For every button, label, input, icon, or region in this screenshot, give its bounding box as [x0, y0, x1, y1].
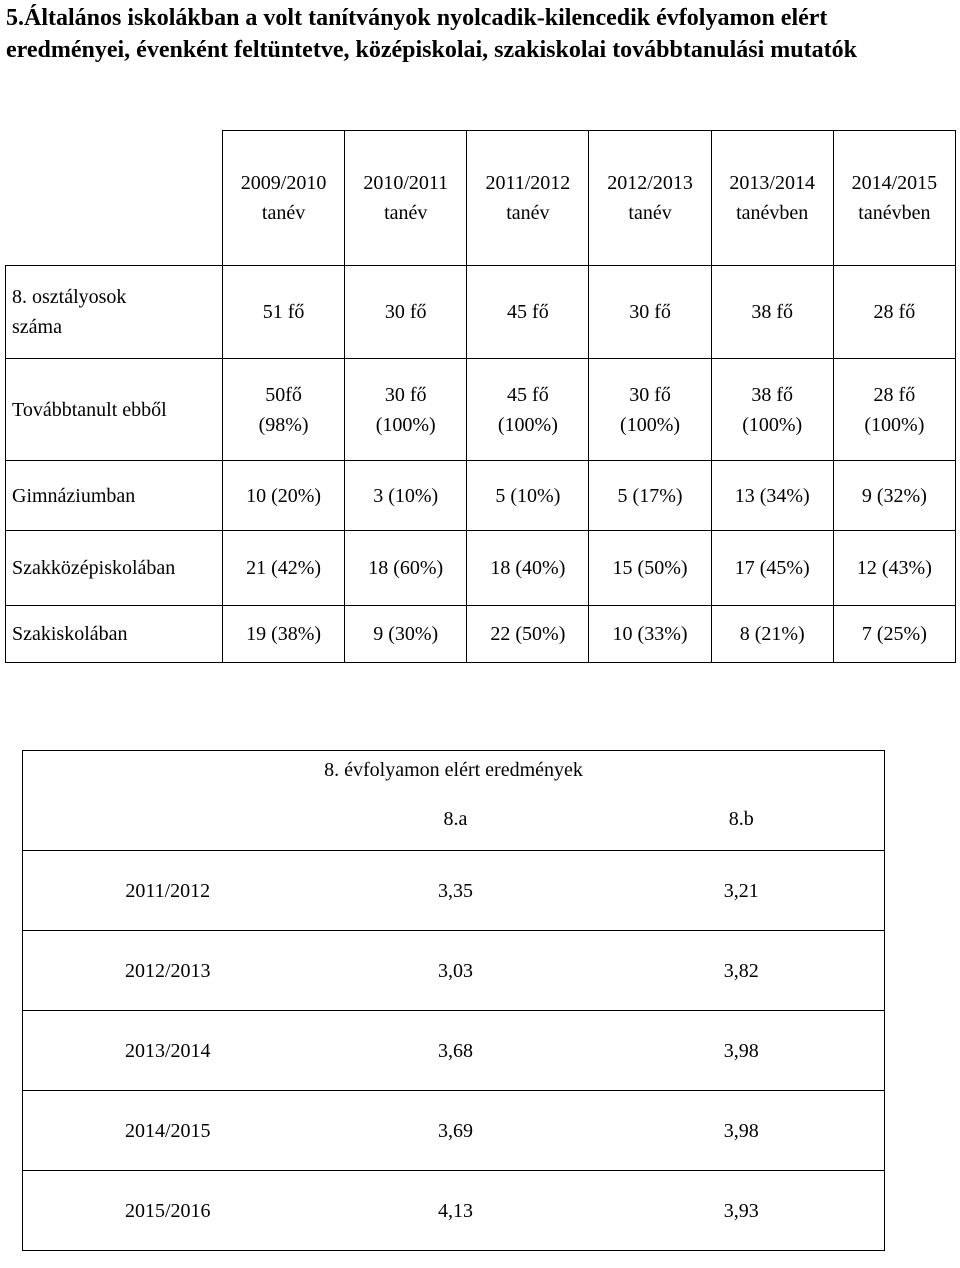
- year-label: 2015/2016: [22, 1170, 313, 1251]
- cell: 17 (45%): [710, 530, 834, 606]
- table-row: 2015/2016 4,13 3,93: [22, 1170, 885, 1251]
- cell: 30 fő: [344, 265, 468, 359]
- row-label: Szakközépiskolában: [5, 530, 223, 606]
- cell: 19 (38%): [221, 605, 346, 663]
- cell: 5 (17%): [588, 460, 712, 531]
- class-header: 8.a: [443, 808, 468, 831]
- cell: 28 fő: [832, 265, 957, 359]
- year-header: 2009/2010 tanév: [221, 130, 346, 266]
- year-label: 2014/2015: [22, 1090, 313, 1171]
- cell: 7 (25%): [832, 605, 957, 663]
- cell: 51 fő: [221, 265, 346, 359]
- row-label: Továbbtanult ebből: [5, 358, 223, 461]
- row-label: Szakiskolában: [5, 605, 223, 663]
- grade-cell: 3,68: [312, 1010, 599, 1091]
- grade-cell: 3,69: [312, 1090, 599, 1171]
- cell: 45 fő: [466, 265, 590, 359]
- table-row: 2013/2014 3,68 3,98: [22, 1010, 885, 1091]
- grade-cell: 3,03: [312, 930, 599, 1011]
- row-label: Gimnáziumban: [5, 460, 223, 531]
- year-label: 2011/2012: [22, 850, 313, 931]
- table-row: 2012/2013 3,03 3,82: [22, 930, 885, 1011]
- cell: 22 (50%): [466, 605, 590, 663]
- cell: 21 (42%): [221, 530, 346, 606]
- table-row: Szakiskolában 19 (38%) 9 (30%) 22 (50%) 10 (…: [5, 605, 957, 663]
- class-header: 8.b: [728, 808, 754, 831]
- cell: 30 fő (100%): [588, 358, 712, 461]
- cell: 5 (10%): [466, 460, 590, 531]
- results-table: 8. évfolyamon elért eredmények 8.a 8.b 2011…: [22, 750, 885, 1251]
- results-title: 8. évfolyamon elért eredmények: [324, 758, 583, 781]
- progress-table: 2009/2010 tanév 2010/2011 tanév 2011/2012 …: [5, 130, 957, 663]
- header-row: 8.a 8.b: [23, 789, 885, 851]
- table-row: 2014/2015 3,69 3,98: [22, 1090, 885, 1171]
- cell: 45 fő (100%): [466, 358, 590, 461]
- year-label: 2012/2013: [22, 930, 313, 1011]
- grade-cell: 3,82: [598, 930, 885, 1011]
- table-row: Továbbtanult ebből 50fő (98%) 30 fő (100%)…: [5, 358, 957, 461]
- header-row: 2009/2010 tanév 2010/2011 tanév 2011/2012 …: [5, 130, 957, 266]
- cell: 38 fő: [710, 265, 834, 359]
- grade-cell: 3,35: [312, 850, 599, 931]
- cell: 9 (32%): [832, 460, 957, 531]
- cell: 10 (33%): [588, 605, 712, 663]
- cell: 38 fő (100%): [710, 358, 834, 461]
- cell: 30 fő: [588, 265, 712, 359]
- corner-cell: [5, 130, 223, 266]
- grade-cell: 3,21: [598, 850, 885, 931]
- cell: 3 (10%): [344, 460, 468, 531]
- year-header: 2014/2015 tanévben: [832, 130, 957, 266]
- cell: 18 (60%): [344, 530, 468, 606]
- year-header: 2012/2013 tanév: [588, 130, 712, 266]
- cell: 18 (40%): [466, 530, 590, 606]
- cell: 50fő (98%): [221, 358, 346, 461]
- year-header: 2013/2014 tanévben: [710, 130, 834, 266]
- table-row: 8. osztályosok száma 51 fő 30 fő 45 fő 30 fő…: [5, 265, 957, 359]
- year-label: 2013/2014: [22, 1010, 313, 1091]
- cell: 15 (50%): [588, 530, 712, 606]
- table-row: 2011/2012 3,35 3,21: [22, 850, 885, 931]
- grade-cell: 3,93: [598, 1170, 885, 1251]
- year-header: 2011/2012 tanév: [466, 130, 590, 266]
- grade-cell: 3,98: [598, 1090, 885, 1171]
- cell: 30 fő (100%): [344, 358, 468, 461]
- row-label: 8. osztályosok száma: [5, 265, 223, 359]
- table-row: Szakközépiskolában 21 (42%) 18 (60%) 18 (40…: [5, 530, 957, 606]
- title-row: 8. évfolyamon elért eredmények: [23, 751, 885, 789]
- empty-cell: [23, 789, 313, 851]
- grade-cell: 4,13: [312, 1170, 599, 1251]
- year-header: 2010/2011 tanév: [344, 130, 468, 266]
- cell: 10 (20%): [221, 460, 346, 531]
- table-row: Gimnáziumban 10 (20%) 3 (10%) 5 (10%) 5 (17%…: [5, 460, 957, 531]
- cell: 13 (34%): [710, 460, 834, 531]
- cell: 8 (21%): [710, 605, 834, 663]
- grade-cell: 3,98: [598, 1010, 885, 1091]
- cell: 28 fő (100%): [832, 358, 957, 461]
- cell: 9 (30%): [344, 605, 468, 663]
- page-title: 5.Általános iskolákban a volt tanítványo…: [6, 5, 857, 63]
- cell: 12 (43%): [832, 530, 957, 606]
